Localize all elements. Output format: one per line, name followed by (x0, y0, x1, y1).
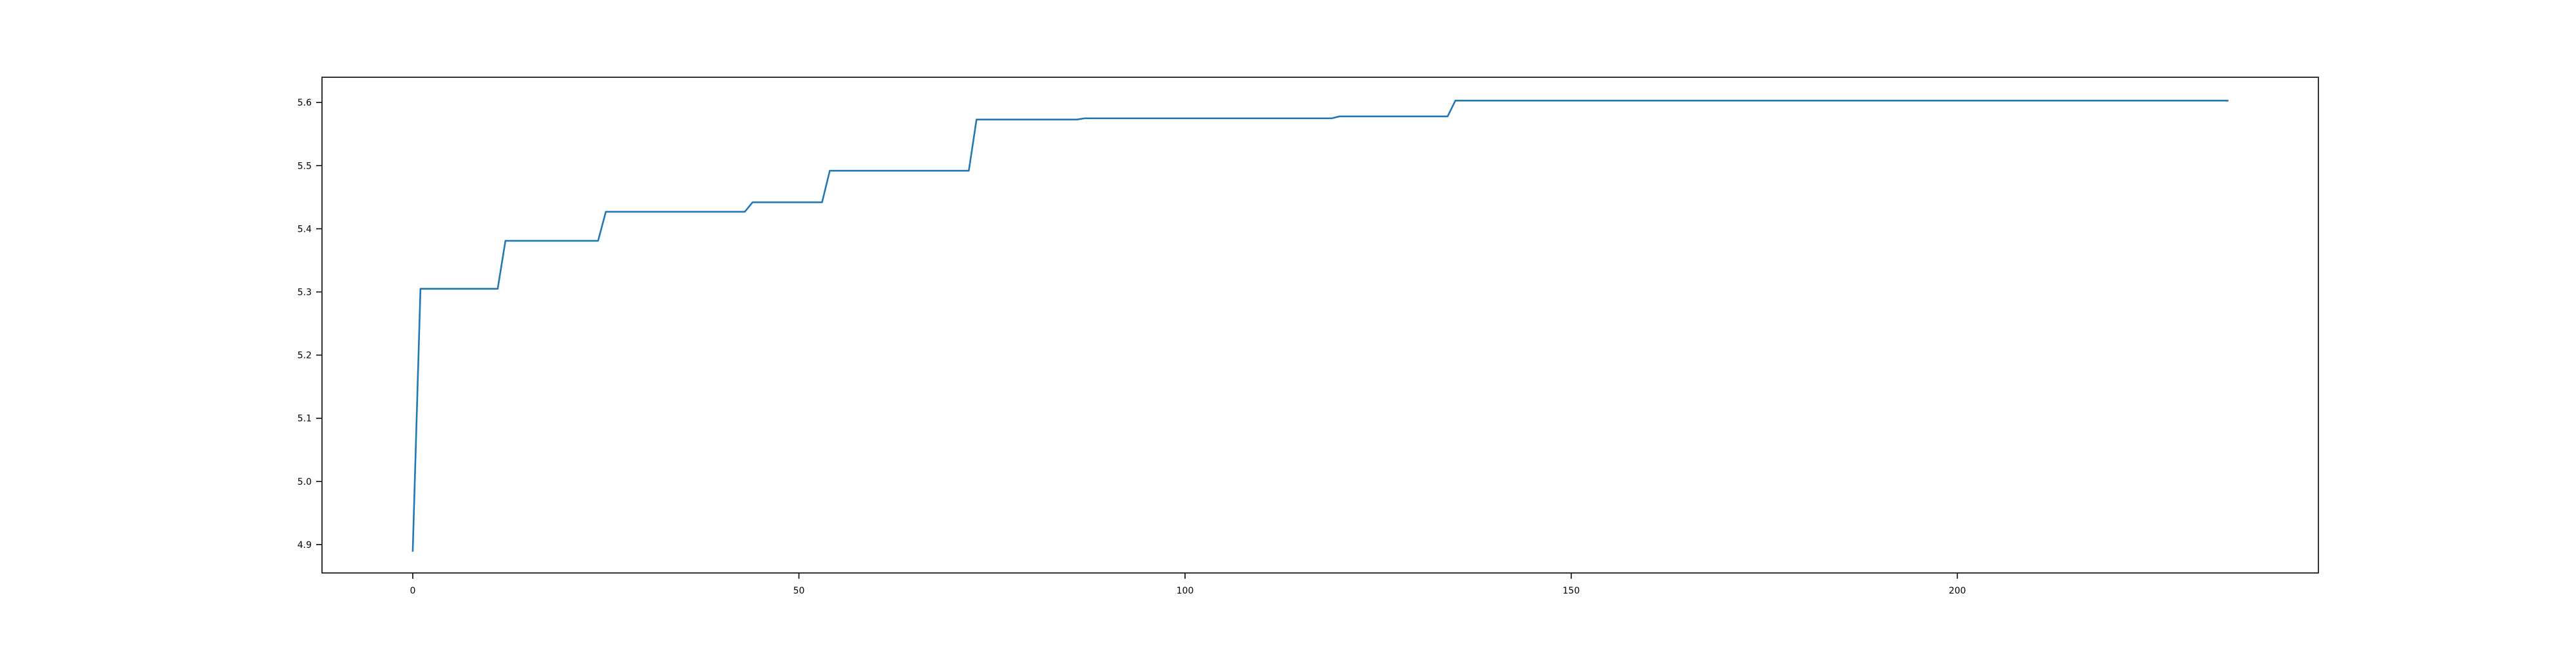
y-tick-label: 5.3 (298, 288, 312, 298)
y-tick-label: 5.2 (298, 351, 312, 361)
series-line-0 (412, 99, 2229, 552)
y-tick-label: 4.9 (298, 540, 312, 550)
x-tick-label: 150 (1562, 586, 1580, 596)
x-tick-label: 50 (793, 586, 805, 596)
y-tick-label: 5.4 (298, 224, 312, 234)
x-tick-label: 200 (1949, 586, 1966, 596)
y-tick-label: 5.6 (298, 98, 312, 108)
plot-frame (321, 77, 2319, 574)
y-tick-label: 5.0 (298, 477, 312, 487)
x-tick-label: 100 (1177, 586, 1194, 596)
x-tick-label: 0 (410, 586, 415, 596)
y-tick-label: 5.5 (298, 161, 312, 171)
y-tick-label: 5.1 (298, 414, 312, 424)
